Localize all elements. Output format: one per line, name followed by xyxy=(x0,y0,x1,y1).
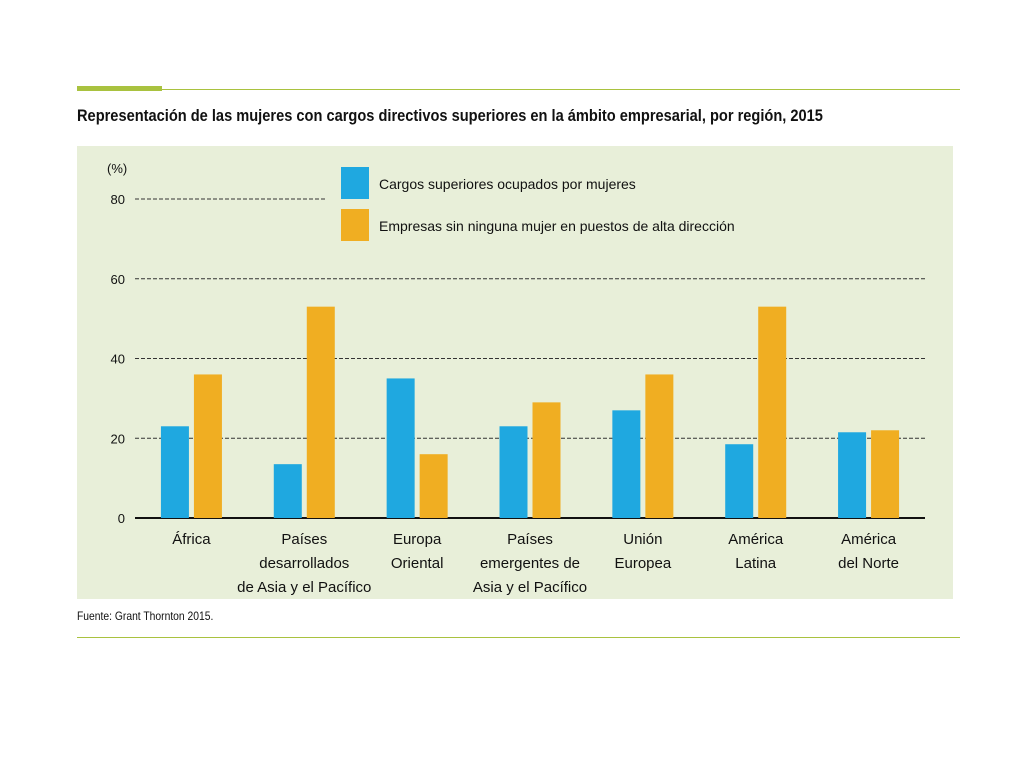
y-tick-label: 80 xyxy=(111,192,125,207)
bottom-rule xyxy=(77,637,960,638)
y-tick-label: 0 xyxy=(118,511,125,526)
accent-bar xyxy=(77,86,162,91)
bar-cargos xyxy=(160,426,189,518)
x-tick-label: América xyxy=(728,531,784,548)
x-tick-label: Oriental xyxy=(391,555,444,572)
legend-swatch xyxy=(341,209,369,241)
chart-title: Representación de las mujeres con cargos… xyxy=(77,106,823,125)
y-tick-label: 20 xyxy=(111,431,125,446)
x-tick-label: de Asia y el Pacífico xyxy=(237,579,371,596)
bar-empresas xyxy=(645,374,674,518)
y-axis-label: (%) xyxy=(107,161,127,176)
chart-panel: (%) 0 20 40 60 80 África Países desarrollados de … xyxy=(77,146,953,599)
x-tick-label: África xyxy=(172,531,211,548)
x-tick-label: Europea xyxy=(614,555,671,572)
bar-cargos xyxy=(725,444,754,518)
x-tick-label: desarrollados xyxy=(259,555,349,572)
source-note: Fuente: Grant Thornton 2015. xyxy=(77,609,214,623)
x-tick-label: Europa xyxy=(393,531,442,548)
x-tick-label: América xyxy=(841,531,897,548)
y-tick-label: 60 xyxy=(111,272,125,287)
bar-cargos xyxy=(386,378,415,518)
bar-cargos xyxy=(273,464,302,518)
bar-empresas xyxy=(419,454,448,518)
y-tick-label: 40 xyxy=(111,352,125,367)
x-tick-label: Unión xyxy=(623,531,662,548)
x-tick-label: emergentes de xyxy=(480,555,580,572)
legend-label: Cargos superiores ocupados por mujeres xyxy=(379,176,636,192)
bar-cargos xyxy=(612,410,641,518)
bar-empresas xyxy=(532,402,561,518)
bar-chart: (%) 0 20 40 60 80 África Países desarrollados de … xyxy=(107,161,925,596)
x-tick-label: del Norte xyxy=(838,555,899,572)
bar-cargos xyxy=(499,426,528,518)
legend-swatch xyxy=(341,167,369,199)
bar-empresas xyxy=(871,430,900,518)
bar-empresas xyxy=(306,306,335,518)
bar-empresas xyxy=(758,306,787,518)
x-tick-label: Latina xyxy=(735,555,777,572)
legend-label: Empresas sin ninguna mujer en puestos de… xyxy=(379,218,735,234)
x-tick-label: Asia y el Pacífico xyxy=(473,579,587,596)
bar-cargos xyxy=(838,432,867,518)
x-tick-label: Países xyxy=(281,531,327,548)
top-rule xyxy=(77,89,960,90)
x-tick-label: Países xyxy=(507,531,553,548)
bar-empresas xyxy=(193,374,222,518)
